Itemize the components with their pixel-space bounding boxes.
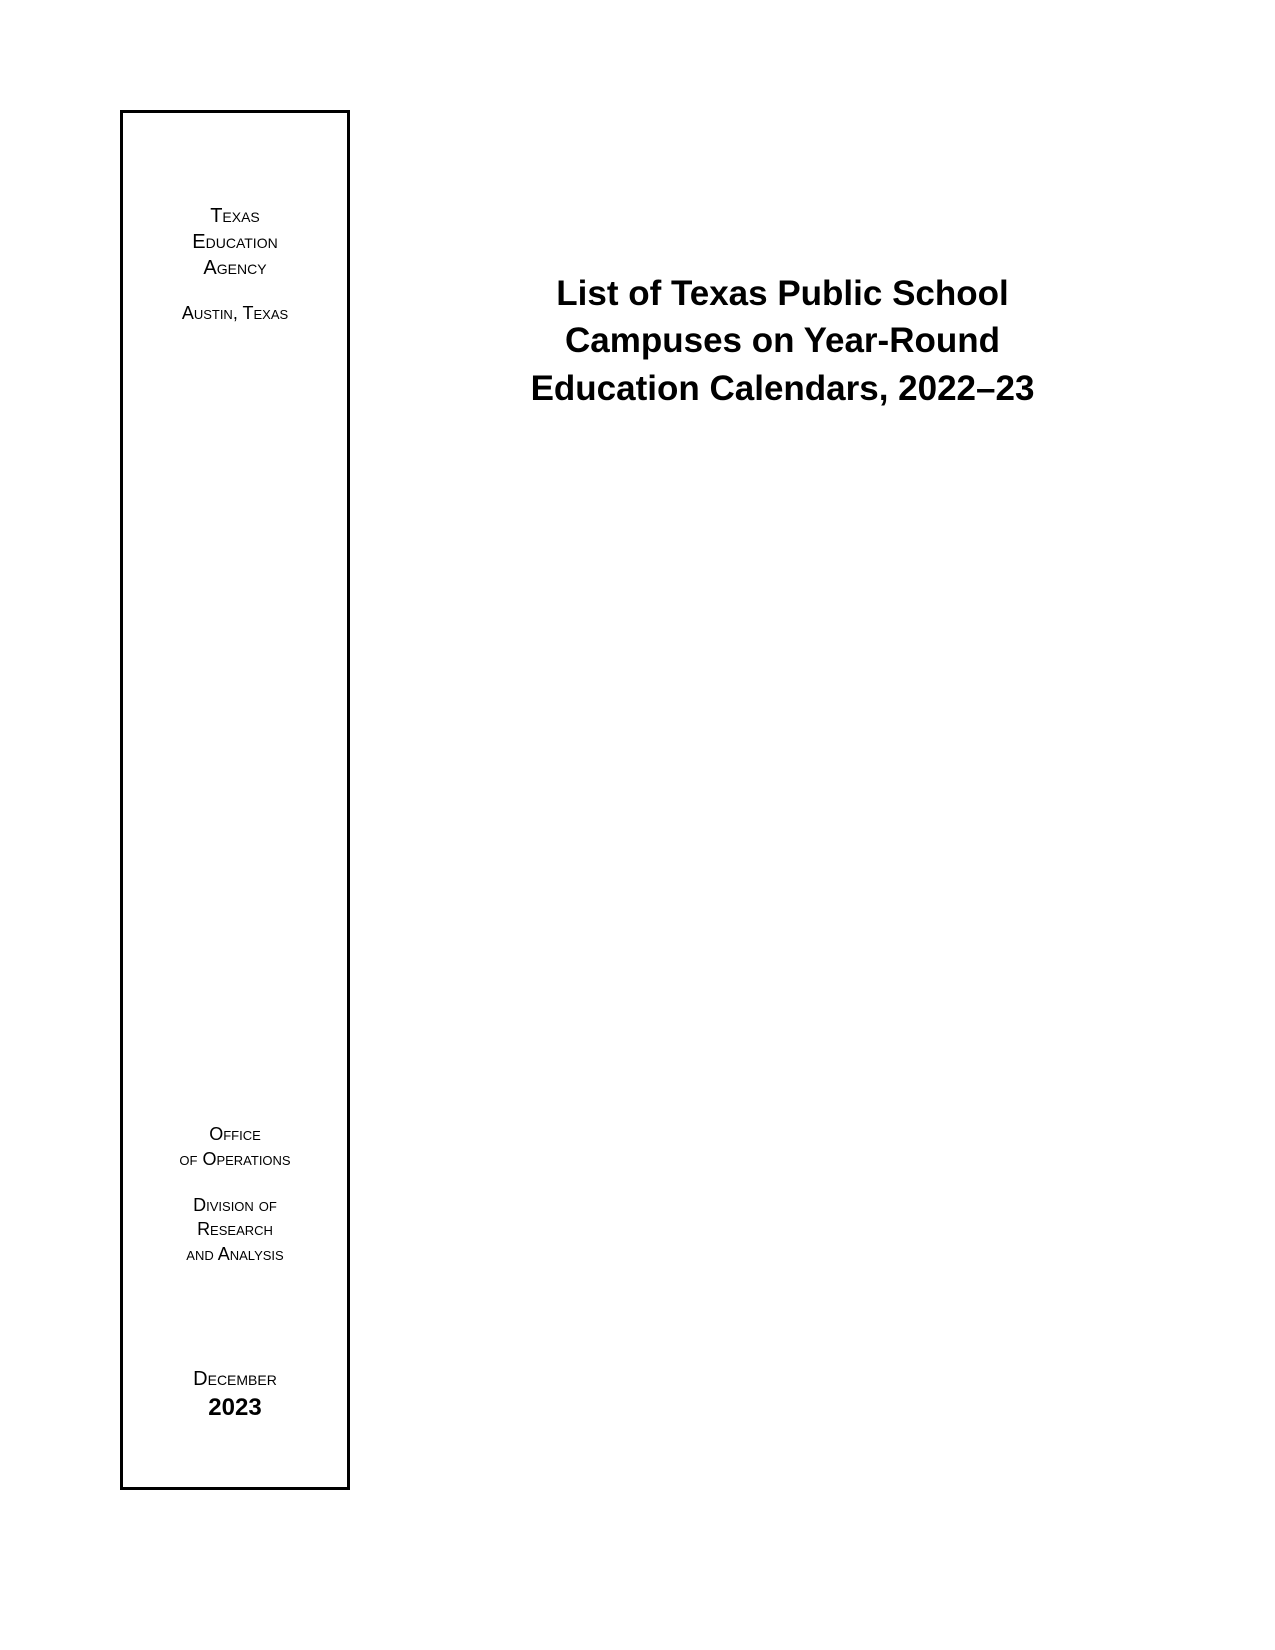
document-title: List of Texas Public School Campuses on …	[390, 270, 1175, 412]
title-line-1: List of Texas Public School	[390, 270, 1175, 317]
agency-location: Austin, Texas	[182, 303, 288, 324]
title-line-3: Education Calendars, 2022–23	[390, 365, 1175, 412]
date-month: December	[193, 1366, 277, 1392]
date-year: 2023	[208, 1392, 261, 1423]
agency-line-2: Education	[192, 229, 277, 255]
sidebar-box: Texas Education Agency Austin, Texas Off…	[120, 110, 350, 1490]
division-line-2: Research	[186, 1217, 283, 1241]
sidebar-top-block: Texas Education Agency Austin, Texas	[182, 203, 288, 324]
agency-name: Texas Education Agency	[192, 203, 277, 281]
division-block: Division of Research and Analysis	[186, 1193, 283, 1266]
page-container: Texas Education Agency Austin, Texas Off…	[0, 0, 1275, 1650]
office-line-2: of Operations	[179, 1147, 290, 1171]
office-block: Office of Operations	[179, 1122, 290, 1171]
agency-line-3: Agency	[192, 255, 277, 281]
division-line-1: Division of	[186, 1193, 283, 1217]
agency-line-1: Texas	[192, 203, 277, 229]
main-title-area: List of Texas Public School Campuses on …	[350, 110, 1175, 1550]
sidebar-bottom-block: Office of Operations Division of Researc…	[179, 1122, 290, 1447]
office-line-1: Office	[179, 1122, 290, 1146]
division-line-3: and Analysis	[186, 1242, 283, 1266]
title-line-2: Campuses on Year-Round	[390, 317, 1175, 364]
